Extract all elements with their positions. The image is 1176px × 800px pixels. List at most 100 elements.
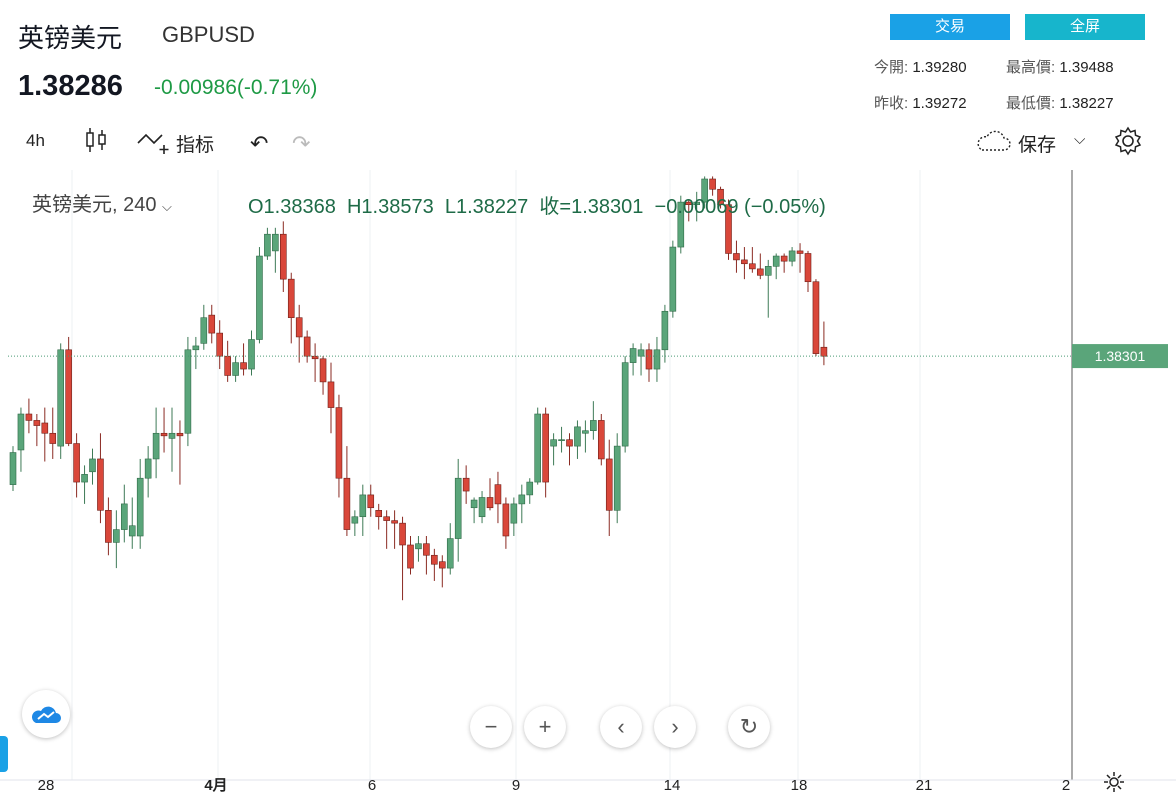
candle-body (574, 426, 581, 447)
settings-gear-icon[interactable] (1112, 125, 1144, 162)
candle-body (81, 474, 88, 483)
candle-body (144, 458, 152, 479)
candle-body (327, 381, 335, 408)
save-button[interactable]: 保存 (974, 128, 1056, 159)
instrument-name: 英镑美元 (18, 23, 123, 53)
candle-body (550, 439, 557, 447)
candle-body (41, 422, 49, 434)
candle-body (65, 349, 72, 444)
legend-low: L1.38227 (444, 196, 529, 218)
candle-body (685, 201, 693, 205)
candle-body (661, 310, 669, 351)
indicators-button[interactable]: 指标 (136, 127, 214, 160)
candle-body (629, 348, 637, 363)
cloud-chart-icon (32, 706, 61, 723)
prev-close-value: 1.39272 (912, 95, 967, 112)
legend-close: 收=1.38301 (539, 196, 644, 218)
candle-body (232, 362, 239, 376)
side-panel-toggle[interactable] (0, 736, 8, 772)
candle-body (383, 516, 390, 521)
candle-body (176, 432, 184, 437)
candle-body (431, 554, 438, 565)
candle-body (351, 516, 359, 524)
candle-body (113, 529, 120, 543)
candle-body (454, 477, 462, 539)
scroll-left-button[interactable]: ‹ (600, 706, 642, 748)
candle-body (375, 510, 383, 518)
candle-body (462, 477, 470, 492)
candle-body (152, 432, 160, 460)
candle-body (701, 178, 708, 203)
candle-body (73, 443, 80, 483)
candle-body (319, 358, 327, 383)
candle-body (796, 250, 804, 254)
candle-body (216, 332, 223, 357)
current-price: 1.38286 (18, 70, 123, 102)
candle-body (407, 544, 414, 569)
logo-cloud-button[interactable] (22, 690, 70, 738)
candle-body (121, 503, 128, 530)
save-menu-chevron-icon[interactable]: ⌵ (1074, 131, 1086, 148)
zoom-in-button[interactable]: + (524, 706, 566, 748)
scroll-right-button[interactable]: › (654, 706, 696, 748)
candle-body (264, 233, 271, 257)
candle-body (17, 413, 25, 451)
candle-body (693, 201, 701, 205)
candle-body (25, 413, 33, 421)
candle-body (566, 439, 573, 447)
low-label: 最低價: (1006, 95, 1056, 112)
candle-body (184, 349, 192, 434)
candle-body (335, 407, 343, 479)
undo-icon[interactable]: ↶ (250, 131, 269, 156)
candle-body (470, 499, 478, 509)
high-value: 1.39488 (1059, 59, 1114, 76)
interval-selector[interactable]: 4h (26, 131, 45, 150)
candle-body (820, 346, 828, 357)
candle-body (415, 543, 422, 550)
redo-icon[interactable]: ↷ (292, 131, 311, 156)
price-chart[interactable]: 1.38301 28 4月 6 9 14 18 21 2 (0, 170, 1176, 800)
low-value: 1.38227 (1059, 95, 1114, 112)
candle-body (248, 339, 255, 370)
candle-body (343, 477, 351, 530)
high-stat: 最高價: 1.39488 (1006, 56, 1114, 77)
candle-body (788, 250, 796, 262)
x-tick-label: 6 (368, 777, 376, 794)
zoom-out-button[interactable]: − (470, 706, 512, 748)
candle-body (438, 561, 446, 569)
legend-title[interactable]: 英镑美元, 240 ⌵ (32, 188, 172, 217)
candle-body (136, 477, 144, 537)
trade-button[interactable]: 交易 (890, 14, 1010, 40)
time-axis-settings-gear-icon[interactable] (1102, 770, 1126, 799)
candle-body (590, 420, 597, 431)
legend-high: H1.38573 (346, 196, 434, 218)
x-tick-label: 2 (1062, 777, 1070, 794)
candle-body (128, 525, 136, 537)
prev-close-label: 昨收: (874, 95, 909, 112)
x-tick-label: 28 (38, 777, 55, 794)
cloud-icon (974, 128, 1012, 159)
candle-body (423, 543, 430, 556)
candle-body (653, 349, 661, 370)
candle-body (780, 255, 788, 262)
candle-body (33, 420, 41, 426)
reset-chart-button[interactable]: ↻ (728, 706, 770, 748)
fullscreen-button[interactable]: 全屏 (1025, 14, 1145, 40)
candle-body (749, 263, 756, 270)
candle-body (756, 268, 764, 276)
x-tick-label: 4月 (204, 777, 227, 794)
high-label: 最高價: (1006, 59, 1056, 76)
legend-title-text: 英镑美元, 240 (32, 194, 157, 216)
open-stat: 今開: 1.39280 (874, 56, 967, 77)
open-value: 1.39280 (912, 59, 967, 76)
candle-body (717, 188, 724, 205)
candle-style-icon[interactable] (84, 126, 108, 159)
candle-body (534, 413, 542, 483)
instrument-symbol: GBPUSD (162, 22, 255, 47)
candle-body (804, 253, 812, 283)
chart-grid (71, 170, 921, 780)
candle-body (502, 503, 510, 537)
candle-body (9, 452, 17, 485)
legend-chevron-icon: ⌵ (162, 199, 172, 214)
indicators-icon (136, 127, 172, 160)
